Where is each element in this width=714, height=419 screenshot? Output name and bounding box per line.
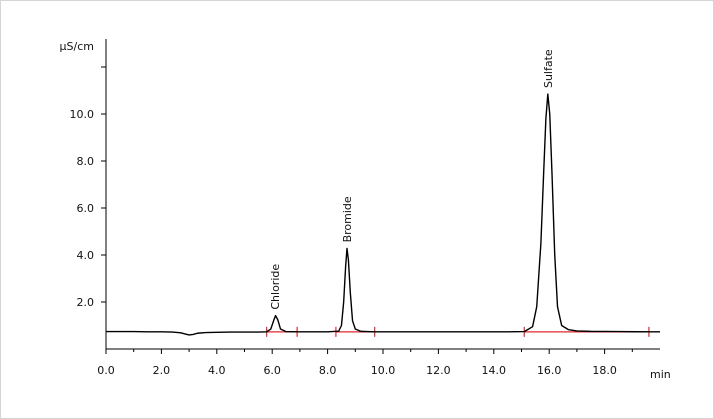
axes: 0.0 2.0 4.0 6.0 8.0 10.0 12.0 14.0 16.0 18.0 min 2.… [60, 39, 671, 381]
chromatogram-trace [106, 93, 660, 336]
y-tick-label: 8.0 [77, 155, 95, 168]
x-tick-label: 2.0 [153, 364, 171, 377]
series-group [106, 93, 660, 336]
y-tick-label: 10.0 [70, 108, 95, 121]
x-tick-label: 14.0 [482, 364, 507, 377]
x-tick-label: 18.0 [592, 364, 617, 377]
x-tick-label: 12.0 [426, 364, 451, 377]
x-tick-label: 0.0 [97, 364, 115, 377]
x-axis-label: min [650, 368, 671, 381]
peak-labels: Chloride Bromide Sulfate [269, 49, 555, 310]
x-tick-label: 16.0 [537, 364, 562, 377]
peak-label-bromide: Bromide [341, 196, 354, 242]
x-tick-label: 4.0 [208, 364, 226, 377]
peak-label-chloride: Chloride [269, 264, 282, 310]
y-axis-label: µS/cm [60, 40, 94, 53]
x-tick-label: 6.0 [263, 364, 281, 377]
x-tick-label: 10.0 [371, 364, 396, 377]
y-tick-label: 6.0 [77, 202, 95, 215]
y-tick-label: 2.0 [77, 296, 95, 309]
x-tick-label: 8.0 [319, 364, 337, 377]
peak-label-sulfate: Sulfate [542, 49, 555, 88]
y-tick-label: 4.0 [77, 249, 95, 262]
